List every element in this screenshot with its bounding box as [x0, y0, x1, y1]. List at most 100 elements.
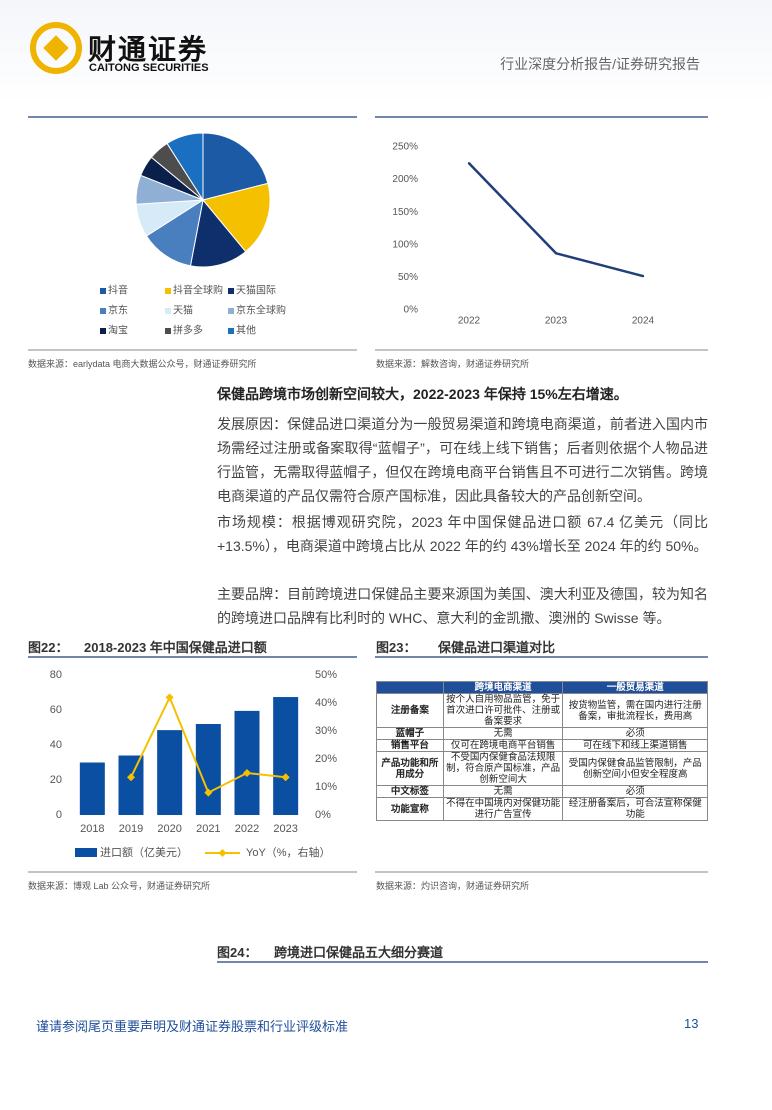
- row-header: 功能宣称: [376, 797, 444, 821]
- bar: [157, 730, 183, 815]
- point: [243, 769, 251, 777]
- figure-label: 图24：: [217, 945, 258, 960]
- x-tick-label: 2022: [235, 823, 259, 835]
- report-type: 行业深度分析报告/证券研究报告: [500, 56, 700, 72]
- legend-swatch: [228, 308, 234, 314]
- source: 数据来源：解数咨询，财通证券研究所: [376, 359, 530, 369]
- legend-label: 淘宝: [108, 324, 128, 337]
- bar: [273, 697, 299, 815]
- pie-slice: [202, 132, 269, 201]
- legend-swatch: [100, 328, 106, 334]
- y-tick-label: 0: [56, 809, 62, 821]
- table-cell: 不得在中国境内对保健功能进行广告宣传: [442, 797, 564, 821]
- point: [281, 773, 290, 782]
- point: [127, 773, 135, 782]
- table-row: 销售平台 仅可在跨境电商平台销售 可在线下和线上渠道销售: [376, 739, 708, 752]
- y-tick-label: 50%: [398, 272, 418, 283]
- legend-label: 抖音全球购: [173, 284, 223, 297]
- y2-tick-label: 40%: [315, 697, 337, 709]
- y-tick-label: 0%: [404, 305, 419, 316]
- legend-marker: [218, 849, 227, 857]
- legend-label: 京东全球购: [236, 304, 286, 317]
- legend-label: 天猫: [173, 304, 193, 317]
- table-row: 产品功能和所用成分 不受国内保健食品法规限制，符合原产国标准，产品创新空间大 受国内…: [376, 751, 708, 786]
- table-row: 功能宣称 不得在中国境内对保健功能进行广告宣传 经注册备案后，可合法宣称保健功能: [376, 797, 708, 821]
- x-tick-label: 2021: [196, 823, 220, 835]
- page-number: 13: [684, 1016, 699, 1031]
- table-cell: 不受国内保健食品法规限制，符合原产国标准，产品创新空间大: [442, 751, 564, 786]
- x-tick-label: 2022: [458, 316, 481, 327]
- legend-swatch: [165, 308, 171, 314]
- footer-disclaimer: 谨请参阅尾页重要声明及财通证券股票和行业评级标准: [36, 1019, 349, 1034]
- paragraph: 发展原因：保健品进口渠道分为一般贸易渠道和跨境电商渠道，前者进入国内市场需经过注…: [217, 416, 708, 504]
- heading: 保健品跨境市场创新空间较大，2022-2023 年保持 15%左右增速。: [217, 386, 628, 402]
- y2-tick-label: 30%: [315, 725, 337, 737]
- y-tick-label: 150%: [392, 207, 418, 218]
- y-tick-label: 200%: [392, 174, 418, 185]
- source: 数据来源：灼识咨询，财通证券研究所: [376, 881, 530, 891]
- x-tick-label: 2023: [545, 316, 568, 327]
- line: [468, 162, 644, 278]
- y-tick-label: 250%: [392, 142, 418, 153]
- y-tick-label: 60: [50, 704, 62, 716]
- y2-tick-label: 20%: [315, 753, 337, 765]
- pie-slice: [145, 198, 204, 267]
- legend-label: 抖音: [108, 284, 128, 297]
- y-tick-label: 40: [50, 739, 62, 751]
- table-row: 蓝帽子 无需 必须: [376, 727, 708, 740]
- bar: [118, 755, 144, 815]
- legend-label: 进口额（亿美元）: [100, 846, 188, 859]
- logo-icon: [30, 22, 82, 74]
- y-tick-label: 100%: [392, 239, 418, 250]
- x-tick-label: 2020: [157, 823, 181, 835]
- row-header: 产品功能和所用成分: [376, 751, 444, 786]
- header-cell: 跨境电商渠道: [442, 681, 564, 694]
- legend-swatch: [100, 308, 106, 314]
- x-tick-label: 2024: [632, 316, 655, 327]
- table: 跨境电商渠道 一般贸易渠道 注册备案 按个人自用物品监管，免于首次进口许可批件、注…: [376, 681, 708, 821]
- point: [165, 693, 174, 702]
- paragraph: 主要品牌：目前跨境进口保健品主要来源国为美国、澳大利亚及德国，较为知名的跨境进口…: [217, 586, 708, 626]
- point: [467, 162, 471, 165]
- legend-swatch: [165, 328, 171, 334]
- source: 数据来源：earlydata 电商大数据公众号，财通证券研究所: [28, 359, 257, 369]
- pie-slice: [166, 132, 204, 202]
- point: [641, 274, 645, 278]
- logo-en: CAITONG SECURITIES: [89, 62, 209, 74]
- source: 数据来源：博观 Lab 公众号，财通证券研究所: [28, 881, 211, 891]
- figure-title: 保健品进口渠道对比: [438, 640, 556, 655]
- legend-swatch: [165, 288, 171, 294]
- bar: [79, 762, 105, 815]
- figure-label: 图23：: [376, 640, 417, 655]
- y2-tick-label: 10%: [315, 781, 337, 793]
- table-cell: 按个人自用物品监管，免于首次进口许可批件、注册或备案要求: [442, 693, 564, 728]
- point: [554, 252, 558, 255]
- figure-title: 跨境进口保健品五大细分赛道: [274, 945, 444, 960]
- x-tick-label: 2023: [273, 823, 297, 835]
- legend-label: 其他: [236, 324, 256, 337]
- logo-cn: 财通证券: [88, 34, 209, 65]
- y2-tick-label: 50%: [315, 669, 337, 681]
- y-tick-label: 20: [50, 774, 62, 786]
- x-tick-label: 2018: [80, 823, 104, 835]
- x-tick-label: 2019: [119, 823, 143, 835]
- point: [204, 788, 213, 797]
- y2-tick-label: 0%: [315, 809, 331, 821]
- figure-label: 图22：: [28, 640, 69, 655]
- legend-label: 天猫国际: [236, 284, 276, 297]
- legend-swatch: [75, 848, 97, 857]
- paragraph: 市场规模：根据博观研究院，2023 年中国保健品进口额 67.4 亿美元（同比+…: [217, 514, 708, 554]
- legend-label: 京东: [108, 304, 128, 317]
- y-tick-label: 80: [50, 669, 62, 681]
- legend-swatch: [228, 288, 234, 294]
- legend-swatch: [228, 328, 234, 334]
- figure-title: 2018-2023 年中国保健品进口额: [84, 640, 267, 655]
- legend-label: 拼多多: [173, 324, 203, 337]
- pie-slice: [202, 182, 271, 253]
- legend-label: YoY（%，右轴）: [246, 845, 331, 859]
- bar: [234, 710, 260, 815]
- legend-swatch: [100, 288, 106, 294]
- table-cell: 经注册备案后，可合法宣称保健功能: [562, 797, 708, 821]
